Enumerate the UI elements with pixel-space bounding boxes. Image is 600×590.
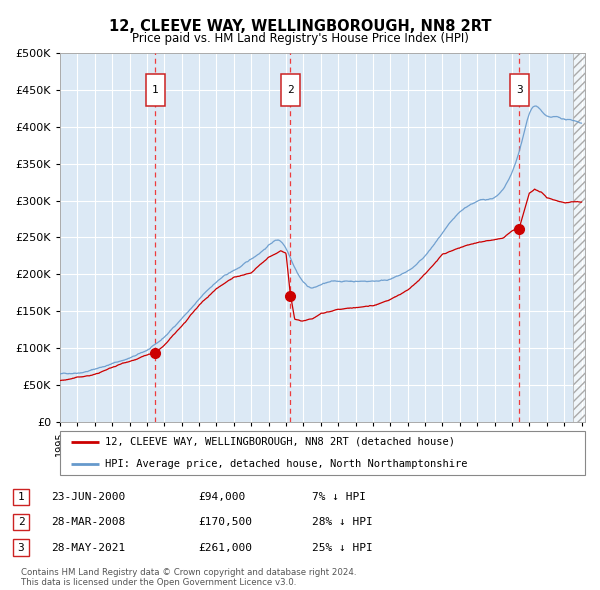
FancyBboxPatch shape: [146, 74, 165, 106]
Bar: [573, 53, 587, 422]
Text: 2: 2: [17, 517, 25, 527]
Text: £261,000: £261,000: [198, 543, 252, 552]
Text: £170,500: £170,500: [198, 517, 252, 527]
FancyBboxPatch shape: [60, 431, 585, 475]
Bar: [573, 53, 587, 422]
Text: 12, CLEEVE WAY, WELLINGBOROUGH, NN8 2RT (detached house): 12, CLEEVE WAY, WELLINGBOROUGH, NN8 2RT …: [104, 437, 455, 447]
Text: 28-MAR-2008: 28-MAR-2008: [51, 517, 125, 527]
Text: 3: 3: [17, 543, 25, 552]
Text: 23-JUN-2000: 23-JUN-2000: [51, 492, 125, 502]
Text: 28-MAY-2021: 28-MAY-2021: [51, 543, 125, 552]
Text: 28% ↓ HPI: 28% ↓ HPI: [312, 517, 373, 527]
FancyBboxPatch shape: [281, 74, 300, 106]
Text: 1: 1: [17, 492, 25, 502]
Text: 1: 1: [152, 85, 158, 95]
Text: 7% ↓ HPI: 7% ↓ HPI: [312, 492, 366, 502]
Text: 3: 3: [516, 85, 523, 95]
Text: 25% ↓ HPI: 25% ↓ HPI: [312, 543, 373, 552]
FancyBboxPatch shape: [509, 74, 529, 106]
Text: HPI: Average price, detached house, North Northamptonshire: HPI: Average price, detached house, Nort…: [104, 459, 467, 469]
Text: Contains HM Land Registry data © Crown copyright and database right 2024.
This d: Contains HM Land Registry data © Crown c…: [21, 568, 356, 587]
Text: £94,000: £94,000: [198, 492, 245, 502]
Text: Price paid vs. HM Land Registry's House Price Index (HPI): Price paid vs. HM Land Registry's House …: [131, 32, 469, 45]
Text: 2: 2: [287, 85, 293, 95]
Text: 12, CLEEVE WAY, WELLINGBOROUGH, NN8 2RT: 12, CLEEVE WAY, WELLINGBOROUGH, NN8 2RT: [109, 19, 491, 34]
